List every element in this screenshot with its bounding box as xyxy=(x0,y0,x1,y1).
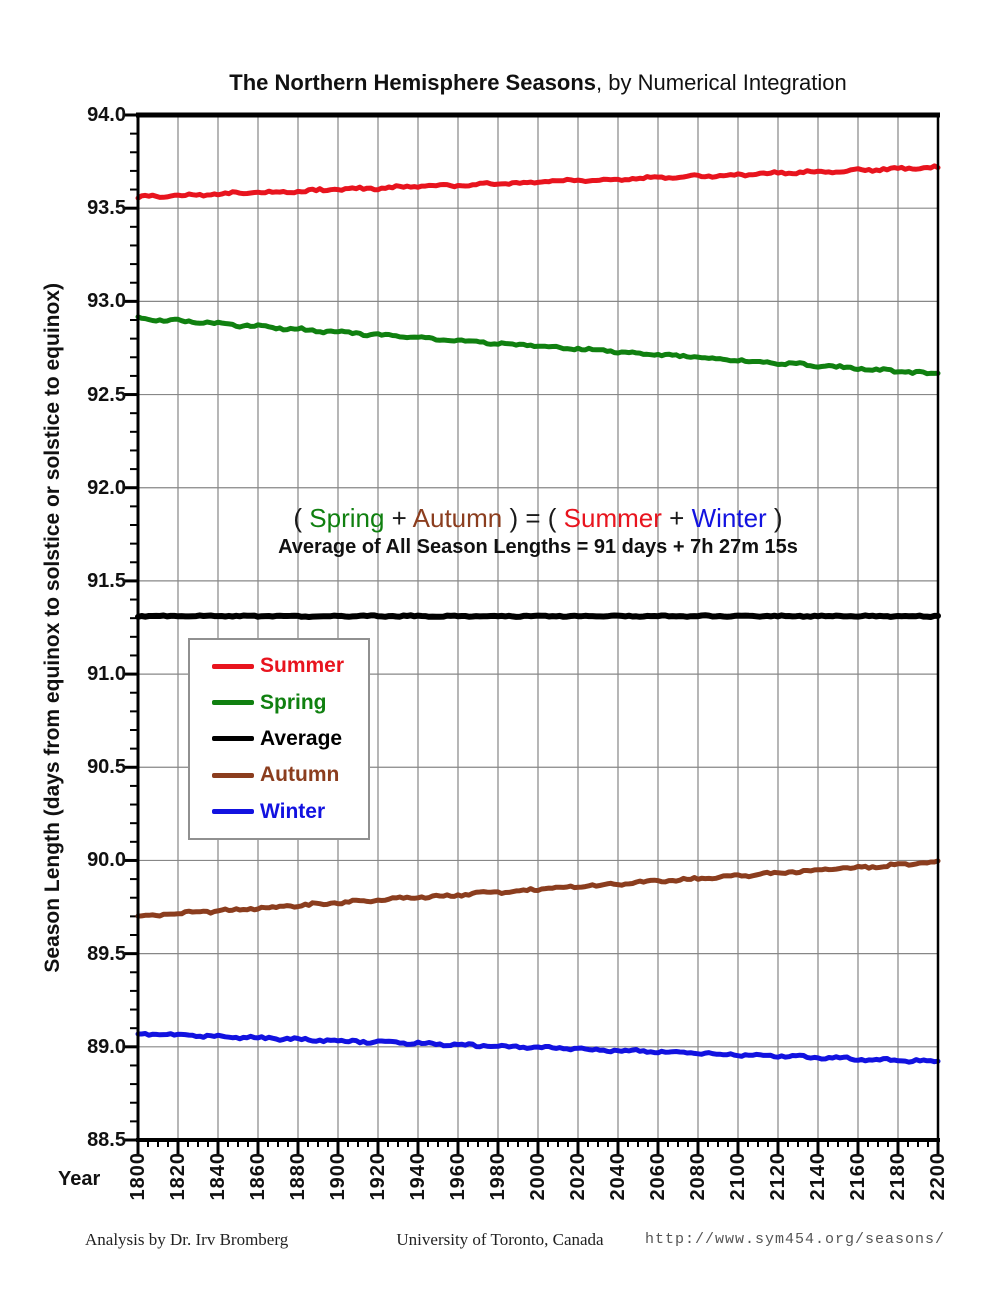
x-tick-label-2120: 2120 xyxy=(766,1152,789,1201)
winter-line xyxy=(135,1031,941,1065)
autumn-line xyxy=(135,858,941,919)
formula-part-ink: ) = ( xyxy=(502,503,564,533)
average-line-swatch xyxy=(212,736,254,742)
footer-analysis-credit: Analysis by Dr. Irv Bromberg xyxy=(85,1230,289,1249)
y-tick-label-89.5: 89.5 xyxy=(87,942,126,965)
y-tick-label-91.0: 91.0 xyxy=(87,663,126,686)
x-tick-label-2140: 2140 xyxy=(806,1152,829,1201)
legend-label-winter: Winter xyxy=(260,799,326,823)
x-tick-label-2000: 2000 xyxy=(526,1152,549,1201)
formula-part-ink: + xyxy=(384,503,413,533)
x-tick-label-2020: 2020 xyxy=(566,1152,589,1201)
legend-item-autumn: Autumn xyxy=(212,763,368,787)
y-tick-label-88.5: 88.5 xyxy=(87,1129,126,1151)
y-tick-label-93.5: 93.5 xyxy=(87,197,126,220)
autumn-line-swatch xyxy=(212,772,254,778)
y-tick-label-93.0: 93.0 xyxy=(87,290,126,313)
legend-label-autumn: Autumn xyxy=(260,763,340,787)
x-axis-title: Year xyxy=(58,1168,101,1190)
formula-part-ink: + xyxy=(661,503,692,533)
spring-line-swatch xyxy=(212,700,254,706)
legend-item-spring: Spring xyxy=(212,691,368,715)
x-tick-label-1960: 1960 xyxy=(446,1152,469,1201)
legend-label-average: Average xyxy=(260,726,343,750)
y-axis-title: Season Length (days from equinox to sols… xyxy=(41,282,64,973)
formula-part-ink: ( xyxy=(293,503,310,533)
x-tick-label-2160: 2160 xyxy=(846,1152,869,1201)
legend-item-average: Average xyxy=(212,727,368,751)
legend-box: Summer Spring Average Autumn Winter xyxy=(188,638,370,840)
x-tick-label-1840: 1840 xyxy=(206,1152,229,1201)
y-tick-label-90.5: 90.5 xyxy=(87,756,126,779)
y-tick-label-92.5: 92.5 xyxy=(87,383,126,406)
x-tick-label-2100: 2100 xyxy=(726,1152,749,1201)
x-tick-label-2040: 2040 xyxy=(606,1152,629,1201)
formula-part-summer: Summer xyxy=(563,503,662,533)
y-tick-label-89.0: 89.0 xyxy=(87,1035,126,1058)
y-tick-label-94.0: 94.0 xyxy=(87,104,126,126)
footer-university: University of Toronto, Canada xyxy=(396,1230,604,1249)
footer-url-link[interactable]: http://www.sym454.org/seasons/ xyxy=(645,1231,946,1248)
x-tick-label-1860: 1860 xyxy=(246,1152,269,1201)
formula-part-ink: ) xyxy=(766,503,783,533)
x-tick-label-1820: 1820 xyxy=(166,1152,189,1201)
formula-part-autumn: Autumn xyxy=(412,503,503,533)
chart-title-main: The Northern Hemisphere Seasons xyxy=(229,70,597,95)
formula-part-winter: Winter xyxy=(691,503,767,533)
x-tick-label-2080: 2080 xyxy=(686,1152,709,1201)
formula-part-spring: Spring xyxy=(309,503,385,533)
y-tick-label-92.0: 92.0 xyxy=(87,476,126,499)
x-tick-label-1920: 1920 xyxy=(366,1152,389,1201)
x-tick-label-2180: 2180 xyxy=(886,1152,909,1201)
legend-item-summer: Summer xyxy=(212,654,368,678)
summer-line xyxy=(135,163,941,201)
x-tick-label-1940: 1940 xyxy=(406,1152,429,1201)
y-tick-label-90.0: 90.0 xyxy=(87,849,126,872)
winter-line-swatch xyxy=(212,809,254,815)
chart-annotation: ( Spring + Autumn ) = ( Summer + Winter … xyxy=(138,503,938,559)
x-tick-label-2060: 2060 xyxy=(646,1152,669,1201)
spring-line xyxy=(135,314,941,377)
average-length-note: Average of All Season Lengths = 91 days … xyxy=(278,536,798,558)
x-tick-label-1980: 1980 xyxy=(486,1152,509,1201)
x-tick-label-2200: 2200 xyxy=(926,1152,949,1201)
average-line xyxy=(135,612,941,620)
legend-label-summer: Summer xyxy=(260,654,345,678)
x-tick-label-1900: 1900 xyxy=(326,1152,349,1201)
x-tick-label-1800: 1800 xyxy=(126,1152,149,1201)
summer-line-swatch xyxy=(212,663,254,669)
x-tick-label-1880: 1880 xyxy=(286,1152,309,1201)
legend-item-winter: Winter xyxy=(212,800,368,824)
chart-title: The Northern Hemisphere Seasons, by Nume… xyxy=(138,70,938,96)
season-equation: ( Spring + Autumn ) = ( Summer + Winter … xyxy=(138,503,938,533)
chart-title-sub: , by Numerical Integration xyxy=(596,70,847,95)
y-tick-label-91.5: 91.5 xyxy=(87,569,126,592)
legend-label-spring: Spring xyxy=(260,690,327,714)
